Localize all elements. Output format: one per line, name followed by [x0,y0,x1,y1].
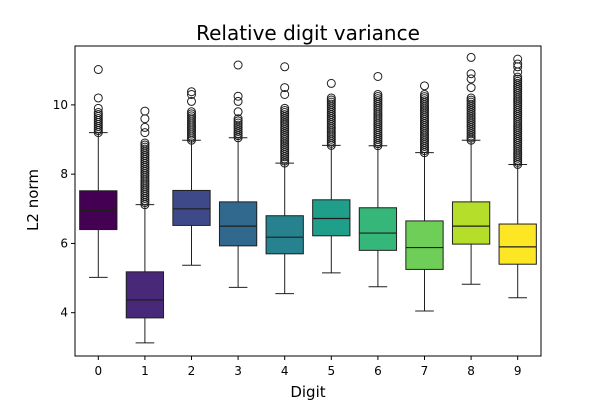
y-tick-label: 10 [53,98,68,112]
outlier-point [187,89,196,99]
outlier-point [140,106,150,116]
outlier-point [420,89,429,99]
x-tick-label: 9 [514,364,522,378]
outlier-point [280,108,290,118]
box-digit-4 [265,215,304,255]
y-tick-label: 8 [60,167,68,181]
x-tick-label: 7 [421,364,429,378]
y-tick-label: 4 [60,306,68,320]
outlier-point [466,74,476,84]
outlier-point [373,71,383,81]
outlier-point [373,89,383,99]
outlier-point [233,118,243,128]
outlier-point [513,78,523,88]
outlier-point [466,93,476,103]
outlier-point [187,96,196,106]
box-digit-2 [172,189,211,226]
outlier-point [326,78,336,88]
outlier-point [513,59,523,69]
x-tick-label: 4 [281,364,289,378]
outlier-point [233,116,243,126]
outlier-point [280,62,290,72]
outlier-point [280,89,290,99]
axes-frame [74,45,542,357]
box-digit-9 [498,223,537,265]
box-digit-7 [405,220,444,270]
box-digit-1 [125,271,165,319]
outlier-point [466,99,476,109]
box-digit-8 [451,201,491,245]
outlier-point [93,103,103,113]
outlier-point [326,95,336,105]
outlier-point [140,128,150,138]
x-tick-label: 8 [467,364,475,378]
outlier-point [466,83,476,93]
outlier-point [326,93,336,103]
outlier-point [187,87,196,97]
outlier-point [233,60,243,70]
outlier-point [280,105,290,115]
box-digit-3 [218,201,258,247]
outlier-point [513,74,523,84]
outlier-point [233,107,243,117]
outlier-point [187,107,196,117]
x-tick-label: 1 [141,364,149,378]
outlier-point [233,96,243,106]
outlier-point [140,138,150,148]
outlier-point [233,91,243,101]
outlier-point [280,83,290,93]
outlier-point [93,65,103,75]
outlier-point [466,97,476,107]
outlier-point [140,122,150,132]
outlier-point [513,72,523,82]
outlier-point [140,114,150,124]
box-digit-5 [312,199,351,237]
outlier-point [420,96,429,106]
box-digit-6 [358,207,398,251]
plot-area: 4 6 8 10 0 1 2 3 4 5 6 7 8 9 [53,52,537,378]
outlier-point [420,92,429,102]
x-axis-label: Digit [290,383,325,400]
outlier-point [466,52,476,62]
outlier-point [233,114,243,124]
y-axis-label: L2 norm [24,169,42,231]
outlier-point [326,99,336,109]
outlier-point [233,120,243,130]
x-tick-label: 2 [188,364,196,378]
outlier-point [280,110,290,120]
y-tick-label: 6 [60,236,68,250]
chart-title: Relative digit variance [196,21,420,45]
outlier-point [326,97,336,107]
outlier-point [513,76,523,86]
outlier-point [93,93,103,103]
outlier-point [466,69,476,79]
outlier-point [420,81,429,91]
x-tick-label: 0 [94,364,102,378]
outlier-point [280,103,290,113]
outlier-point [93,108,103,118]
x-tick-label: 5 [327,364,335,378]
x-tick-label: 6 [374,364,382,378]
x-tick-label: 3 [234,364,242,378]
outlier-point [420,94,429,104]
outlier-point [466,95,476,105]
outlier-point [513,54,523,64]
